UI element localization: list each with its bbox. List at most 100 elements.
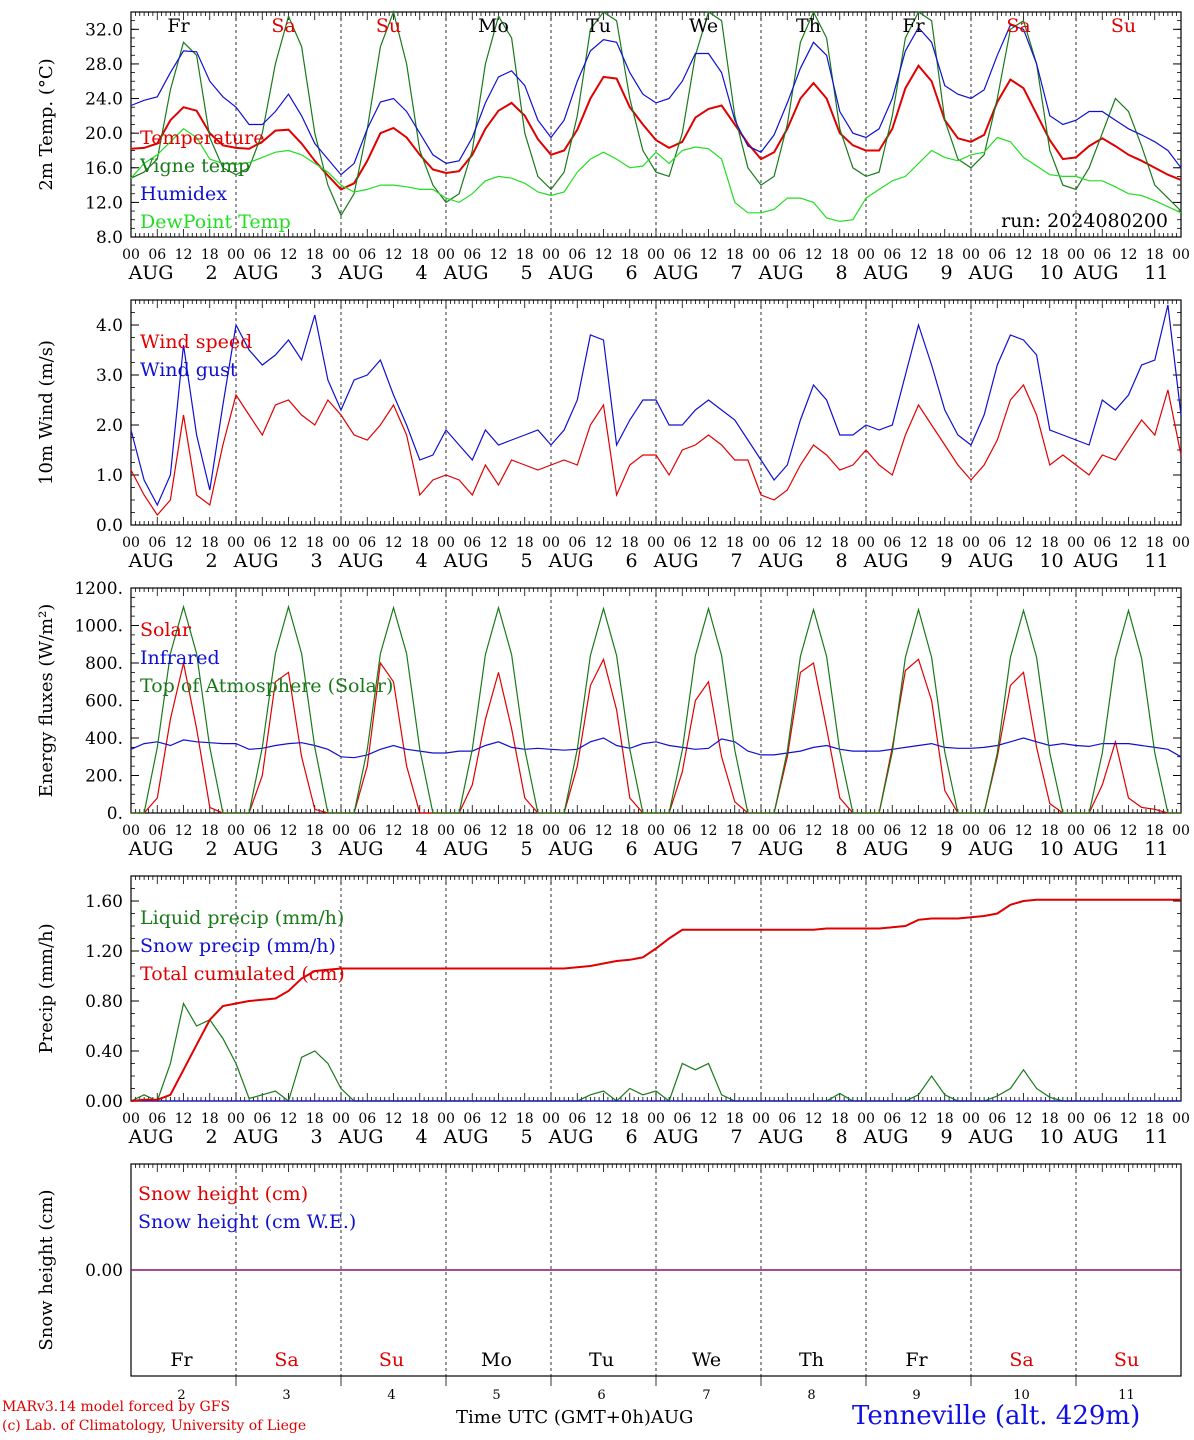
x-hour-label: 18 bbox=[831, 247, 849, 263]
x-hour-label: 06 bbox=[988, 823, 1006, 839]
x-month-label: AUG bbox=[653, 550, 699, 572]
x-hour-label: 12 bbox=[910, 535, 928, 551]
y-axis-label: Precip (mm/h) bbox=[36, 923, 57, 1053]
x-hour-label: 00 bbox=[647, 823, 665, 839]
weekday-label-top: Mo bbox=[478, 15, 509, 37]
x-day-label: 8 bbox=[835, 838, 847, 860]
x-hour-label: 18 bbox=[1146, 535, 1164, 551]
x-hour-label: 18 bbox=[411, 1111, 429, 1127]
x-month-label: AUG bbox=[233, 550, 279, 572]
y-tick-label: 200. bbox=[85, 767, 123, 787]
x-hour-label: 18 bbox=[516, 1111, 534, 1127]
x-hour-label: 00 bbox=[962, 1111, 980, 1127]
x-hour-label: 12 bbox=[280, 1111, 298, 1127]
x-hour-label: 06 bbox=[253, 247, 271, 263]
x-month-label: AUG bbox=[863, 550, 909, 572]
x-hour-label: 12 bbox=[1015, 535, 1033, 551]
x-hour-label: 12 bbox=[700, 823, 718, 839]
day-number-label: 6 bbox=[597, 1388, 605, 1403]
x-month-label: AUG bbox=[128, 550, 174, 572]
x-hour-label: 00 bbox=[1067, 535, 1085, 551]
y-tick-label: 0.0 bbox=[96, 516, 123, 536]
y-tick-label: 0. bbox=[107, 804, 123, 824]
legend-entry: Infrared bbox=[140, 647, 220, 669]
x-hour-label: 18 bbox=[936, 823, 954, 839]
x-hour-label: 18 bbox=[726, 535, 744, 551]
x-hour-label: 12 bbox=[175, 1111, 193, 1127]
weekday-label-top: We bbox=[689, 15, 718, 37]
x-hour-label: 18 bbox=[621, 247, 639, 263]
x-hour-label: 00 bbox=[857, 1111, 875, 1127]
x-hour-label: 00 bbox=[437, 823, 455, 839]
x-hour-label: 00 bbox=[227, 1111, 245, 1127]
x-hour-label: 00 bbox=[857, 535, 875, 551]
y-tick-label: 0.00 bbox=[85, 1092, 123, 1112]
x-hour-label: 00 bbox=[542, 535, 560, 551]
x-hour-label: 00 bbox=[122, 1111, 140, 1127]
x-month-label: AUG bbox=[1073, 550, 1119, 572]
x-hour-label: 18 bbox=[726, 247, 744, 263]
x-hour-label: 00 bbox=[962, 823, 980, 839]
day-number-label: 7 bbox=[702, 1388, 710, 1403]
series-line-0-0 bbox=[130, 63, 1182, 191]
x-day-label: 3 bbox=[310, 838, 322, 860]
x-hour-label: 18 bbox=[411, 823, 429, 839]
x-hour-label: 18 bbox=[201, 535, 219, 551]
credit-line-2: (c) Lab. of Climatology, University of L… bbox=[2, 1418, 307, 1434]
weekday-label-bottom: Th bbox=[799, 1349, 824, 1371]
model-credit: MARv3.14 model forced by GFS (c) Lab. of… bbox=[2, 1398, 306, 1436]
legend-entry: Solar bbox=[140, 619, 192, 641]
x-hour-label: 12 bbox=[595, 247, 613, 263]
x-hour-label: 06 bbox=[148, 535, 166, 551]
day-number-label: 5 bbox=[492, 1388, 500, 1403]
x-hour-label: 18 bbox=[1146, 823, 1164, 839]
x-hour-label: 18 bbox=[1041, 1111, 1059, 1127]
x-hour-label: 06 bbox=[778, 1111, 796, 1127]
x-hour-label: 00 bbox=[437, 247, 455, 263]
x-hour-label: 18 bbox=[1041, 247, 1059, 263]
x-hour-label: 06 bbox=[463, 247, 481, 263]
x-hour-label: 12 bbox=[700, 535, 718, 551]
weekday-label-bottom: Fr bbox=[170, 1349, 193, 1371]
x-month-label: AUG bbox=[338, 838, 384, 860]
x-month-label: AUG bbox=[653, 1126, 699, 1148]
x-hour-label: 18 bbox=[936, 247, 954, 263]
weekday-label-bottom: We bbox=[692, 1349, 721, 1371]
x-month-label: AUG bbox=[233, 262, 279, 284]
x-month-label: AUG bbox=[863, 838, 909, 860]
x-day-label: 10 bbox=[1039, 838, 1063, 860]
x-hour-label: 06 bbox=[778, 823, 796, 839]
x-hour-label: 18 bbox=[201, 1111, 219, 1127]
x-day-label: 7 bbox=[730, 1126, 742, 1148]
x-day-label: 6 bbox=[625, 262, 637, 284]
y-tick-label: 0.40 bbox=[85, 1042, 123, 1062]
x-hour-label: 12 bbox=[385, 247, 403, 263]
x-day-label: 5 bbox=[520, 550, 532, 572]
x-hour-label: 18 bbox=[306, 535, 324, 551]
x-hour-label: 06 bbox=[568, 1111, 586, 1127]
weekday-label-top: Th bbox=[796, 15, 821, 37]
x-hour-label: 18 bbox=[621, 535, 639, 551]
x-day-label: 10 bbox=[1039, 550, 1063, 572]
x-hour-label: 00 bbox=[752, 1111, 770, 1127]
x-hour-label: 06 bbox=[988, 247, 1006, 263]
x-day-label: 8 bbox=[835, 262, 847, 284]
x-hour-label: 00 bbox=[437, 535, 455, 551]
x-hour-label: 06 bbox=[463, 823, 481, 839]
y-tick-label: 600. bbox=[85, 692, 123, 712]
x-hour-label: 00 bbox=[1172, 823, 1190, 839]
day-number-label: 11 bbox=[1118, 1388, 1135, 1403]
x-hour-label: 12 bbox=[1015, 1111, 1033, 1127]
x-hour-label: 00 bbox=[542, 1111, 560, 1127]
x-month-label: AUG bbox=[758, 838, 804, 860]
x-hour-label: 06 bbox=[673, 1111, 691, 1127]
station-name: Tenneville (alt. 429m) bbox=[852, 1401, 1141, 1431]
x-hour-label: 06 bbox=[1093, 535, 1111, 551]
x-hour-label: 12 bbox=[910, 1111, 928, 1127]
x-hour-label: 12 bbox=[595, 535, 613, 551]
y-tick-label: 0.80 bbox=[85, 992, 123, 1012]
x-day-label: 4 bbox=[415, 1126, 427, 1148]
x-day-label: 2 bbox=[205, 838, 217, 860]
x-hour-label: 00 bbox=[122, 535, 140, 551]
x-month-label: AUG bbox=[758, 1126, 804, 1148]
